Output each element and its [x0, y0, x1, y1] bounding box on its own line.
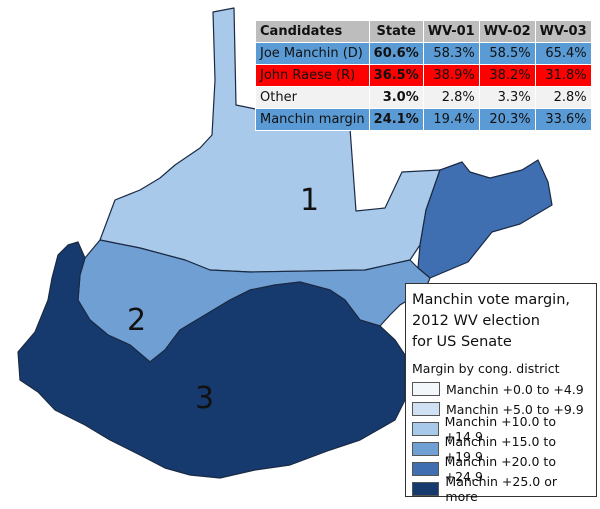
state-value: 3.0% [368, 86, 424, 109]
wv01-value: 2.8% [422, 86, 480, 109]
table-row: Other 3.0% 2.8% 3.3% 2.8% [255, 86, 592, 109]
legend-item-label: Manchin +15.0 to +19.9 [444, 434, 556, 464]
district-2-eastern-region [417, 159, 553, 279]
header-state: State [368, 20, 424, 43]
header-wv03: WV-03 [534, 20, 592, 43]
wv02-value: 3.3% [478, 86, 536, 109]
results-table: Candidates State WV-01 WV-02 WV-03 Joe M… [255, 20, 592, 131]
legend-swatch [412, 442, 439, 456]
header-wv01: WV-01 [422, 20, 480, 43]
header-candidates: Candidates [255, 20, 370, 43]
map-legend: Manchin vote margin, 2012 WV election fo… [405, 283, 597, 504]
district-2-label: 2 [127, 303, 146, 338]
wv01-value: 58.3% [422, 42, 480, 65]
district-3-region [17, 241, 406, 479]
legend-item: Manchin +10.0 to +14.9 [412, 414, 590, 444]
wv02-value: 20.3% [478, 108, 536, 131]
candidate-name: Manchin margin [255, 108, 370, 131]
legend-swatch [412, 382, 440, 396]
wv02-value: 38.2% [478, 64, 536, 87]
legend-item-label: Manchin +25.0 or more [445, 474, 558, 504]
legend-item-label: Manchin +10.0 to +14.9 [444, 414, 556, 444]
legend-swatch [412, 482, 440, 496]
table-row: John Raese (R) 36.5% 38.9% 38.2% 31.8% [255, 64, 592, 87]
legend-swatch [412, 422, 439, 436]
wv03-value: 33.6% [534, 108, 592, 131]
wv03-value: 31.8% [534, 64, 592, 87]
legend-item: Manchin +20.0 to +24.9 [412, 454, 590, 484]
legend-title-line: 2012 WV election [412, 313, 540, 329]
table-row: Manchin margin 24.1% 19.4% 20.3% 33.6% [255, 108, 592, 131]
legend-item: Manchin +15.0 to +19.9 [412, 434, 590, 464]
table-row: Joe Manchin (D) 60.6% 58.3% 58.5% 65.4% [255, 42, 592, 65]
district-1-label: 1 [300, 183, 319, 218]
candidate-name: Other [255, 86, 370, 109]
state-value: 24.1% [368, 108, 424, 131]
legend-item-label: Manchin +0.0 to +4.9 [446, 381, 584, 397]
district-3-label: 3 [195, 381, 214, 416]
legend-swatch [412, 402, 440, 416]
legend-item: Manchin +5.0 to +9.9 [412, 399, 590, 419]
legend-subtitle: Margin by cong. district [412, 361, 560, 376]
table-header-row: Candidates State WV-01 WV-02 WV-03 [255, 20, 592, 43]
wv01-value: 38.9% [422, 64, 480, 87]
legend-swatch [412, 462, 439, 476]
wv03-value: 2.8% [534, 86, 592, 109]
state-value: 36.5% [368, 64, 424, 87]
candidate-name: John Raese (R) [255, 64, 370, 87]
legend-title-line: for US Senate [412, 334, 512, 350]
legend-title-line: Manchin vote margin, [412, 292, 570, 308]
wv03-value: 65.4% [534, 42, 592, 65]
candidate-name: Joe Manchin (D) [255, 42, 370, 65]
header-wv02: WV-02 [478, 20, 536, 43]
legend-item: Manchin +0.0 to +4.9 [412, 379, 590, 399]
legend-item: Manchin +25.0 or more [412, 474, 590, 504]
legend-item-label: Manchin +20.0 to +24.9 [444, 454, 556, 484]
legend-item-label: Manchin +5.0 to +9.9 [446, 401, 584, 417]
wv01-value: 19.4% [422, 108, 480, 131]
wv02-value: 58.5% [478, 42, 536, 65]
state-value: 60.6% [368, 42, 424, 65]
